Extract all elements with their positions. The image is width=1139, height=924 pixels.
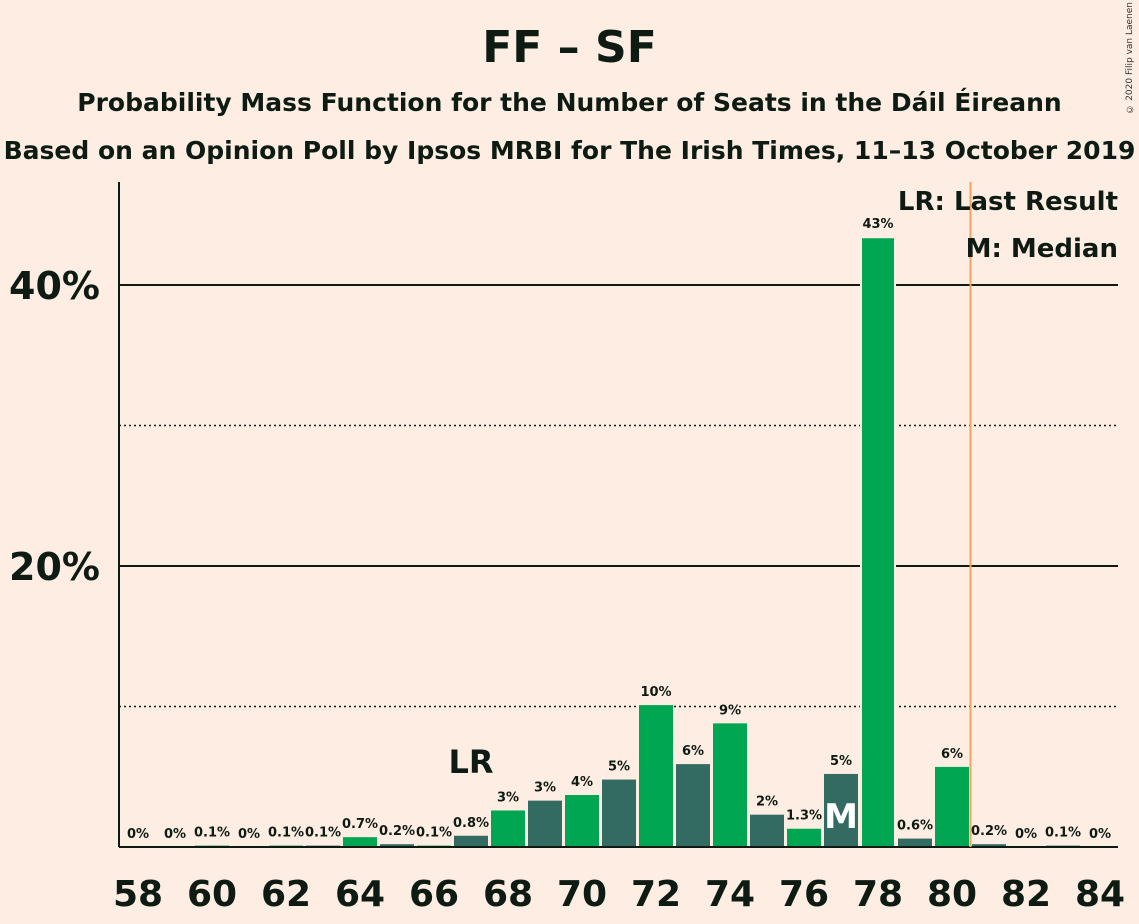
bar-value-label: 0.2%: [971, 824, 1007, 839]
x-tick-label: 66: [409, 874, 459, 915]
bar-seat-75: [750, 814, 784, 847]
bar-seat-79: [898, 838, 932, 847]
bar-seat-69: [528, 800, 562, 847]
bar-seat-76: [787, 828, 821, 847]
last-result-marker: LR: [448, 743, 493, 781]
bar-seat-78: [860, 236, 896, 849]
bar-value-label: 0.1%: [416, 826, 452, 841]
y-tick-label: 20%: [9, 545, 100, 589]
x-tick-label: 72: [631, 874, 681, 915]
bar-value-label: 6%: [941, 747, 963, 762]
chart-source: Based on an Opinion Poll by Ipsos MRBI f…: [3, 136, 1136, 165]
bar-value-label: 0.1%: [194, 826, 230, 841]
chart-title: FF – SF: [482, 22, 657, 73]
x-tick-label: 62: [261, 874, 311, 915]
bar-value-label: 0.1%: [305, 826, 341, 841]
x-tick-label: 60: [187, 874, 237, 915]
legend-last-result: LR: Last Result: [898, 187, 1118, 217]
bar-value-label: 2%: [756, 795, 778, 810]
markers: LR M: [448, 743, 857, 837]
bar-value-label: 0%: [238, 827, 260, 842]
x-tick-labels: 58 60 62 64 66 68 70 72 74 76 78 80 82 84: [113, 874, 1125, 915]
x-tick-label: 70: [557, 874, 607, 915]
x-tick-label: 64: [335, 874, 385, 915]
x-tick-label: 82: [1001, 874, 1051, 915]
x-tick-label: 84: [1075, 874, 1125, 915]
axes: [118, 182, 1118, 848]
bar-value-label: 0.1%: [1045, 826, 1081, 841]
bar-value-label: 0.2%: [379, 824, 415, 839]
x-tick-label: 74: [705, 874, 755, 915]
legend-median: M: Median: [966, 234, 1118, 264]
bar-value-label: 10%: [640, 685, 671, 700]
x-tick-label: 68: [483, 874, 533, 915]
bar-seat-67: [454, 835, 488, 847]
bar-value-label: 43%: [862, 217, 893, 232]
bar-seat-72: [639, 705, 673, 847]
bar-value-label: 0.8%: [453, 816, 489, 831]
x-tick-label: 76: [779, 874, 829, 915]
bar-seat-68: [491, 810, 525, 847]
bar-value-label: 3%: [534, 781, 556, 796]
x-tick-label: 80: [927, 874, 977, 915]
bar-seat-70: [565, 795, 599, 847]
bar-value-label: 9%: [719, 703, 741, 718]
bar-value-label: 0.6%: [897, 819, 933, 834]
bar-value-label: 6%: [682, 744, 704, 759]
bar-value-label: 5%: [608, 760, 630, 775]
bar-value-label: 1.3%: [786, 809, 822, 824]
x-tick-label: 58: [113, 874, 163, 915]
x-tick-label: 78: [853, 874, 903, 915]
bar-seat-64: [343, 837, 377, 847]
median-marker: M: [824, 797, 858, 837]
bar-seat-81: [972, 844, 1006, 847]
bar-seat-71: [602, 779, 636, 847]
bar-seat-74: [713, 723, 747, 847]
bar-value-label: 0%: [164, 827, 186, 842]
bar-labels: 0% 0% 0.1% 0% 0.1% 0.1%0.7% 0.2% 0.1%0.8%3%3% 4%…: [125, 216, 1112, 844]
bar-value-label: 0%: [1089, 827, 1111, 842]
bar-seat-80: [935, 766, 969, 847]
bar-value-label: 3%: [497, 790, 519, 805]
grid-lines: [119, 284, 1118, 708]
y-tick-label: 40%: [9, 264, 100, 308]
bar-seat-65: [380, 844, 414, 847]
bar-value-label: 0%: [127, 827, 149, 842]
bar-seat-73: [676, 764, 710, 847]
bar-value-label: 0.1%: [268, 826, 304, 841]
bar-value-label: 5%: [830, 754, 852, 769]
bar-seat-77: [824, 773, 858, 847]
y-tick-labels: 20% 40%: [9, 264, 100, 589]
chart-subtitle: Probability Mass Function for the Number…: [77, 88, 1062, 117]
bar-value-label: 0%: [1015, 827, 1037, 842]
bar-value-label: 0.7%: [342, 817, 378, 832]
bar-value-label: 4%: [571, 775, 593, 790]
